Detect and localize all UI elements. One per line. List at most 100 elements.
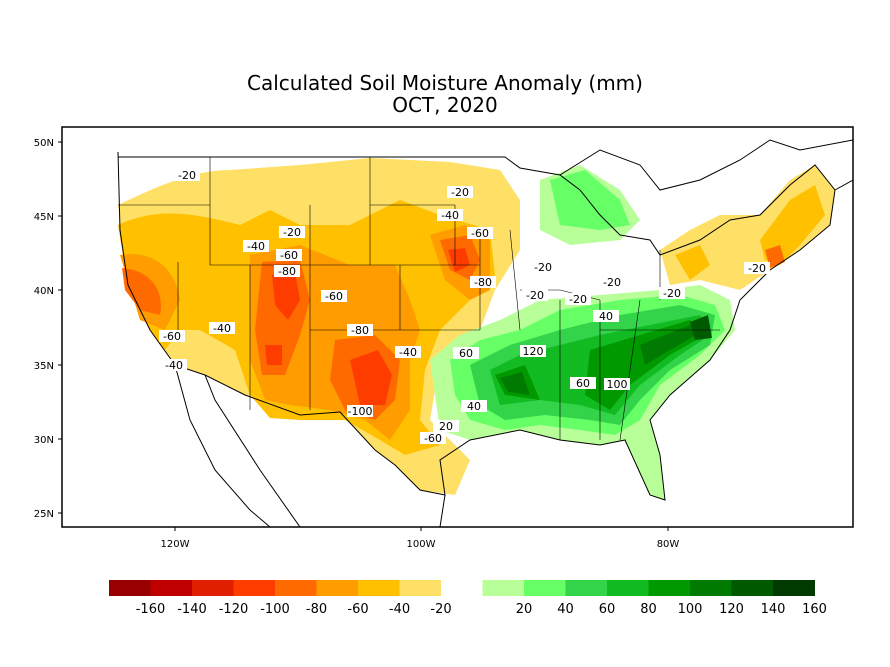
lat-tick-label: 45N	[34, 212, 54, 223]
legend-swatch	[192, 580, 234, 596]
lon-tick-label: 80W	[657, 539, 680, 550]
legend-swatch	[607, 580, 649, 596]
contour-label-bg	[437, 209, 463, 221]
contour-label-bg	[395, 346, 421, 358]
legend-label: -160	[136, 602, 166, 617]
legend-swatch	[648, 580, 691, 596]
contour-label: -40	[441, 209, 459, 222]
lat-tick-label: 30N	[34, 435, 54, 446]
legend-swatch	[358, 580, 400, 596]
contour-label-bg	[174, 169, 200, 181]
contour-label-bg	[530, 261, 556, 273]
legend-swatch	[150, 580, 193, 596]
chart-title: Calculated Soil Moisture Anomaly (mm)	[247, 71, 643, 95]
contour-label-bg	[347, 324, 373, 336]
legend-swatch	[773, 580, 815, 596]
contour-label: 120	[523, 345, 544, 358]
contour-label: -40	[247, 240, 265, 253]
contour-label: -20	[283, 226, 301, 239]
contour-label: 40	[467, 400, 481, 413]
contour-label-bg	[433, 420, 459, 432]
legend-label: -120	[219, 602, 249, 617]
legend-label: -100	[260, 602, 290, 617]
legend-label: 140	[761, 602, 786, 617]
contour-label: -60	[471, 227, 489, 240]
lat-tick-label: 35N	[34, 361, 54, 372]
contour-label: -20	[178, 169, 196, 182]
contour-label: -20	[603, 276, 621, 289]
legend-label: 20	[516, 602, 533, 617]
contour-label-bg	[604, 378, 630, 390]
contour-label-bg	[321, 290, 347, 302]
contour-label-bg	[243, 240, 269, 252]
mexico-coast	[174, 364, 446, 527]
legend-label: 80	[640, 602, 657, 617]
contour-label-bg	[570, 377, 596, 389]
map-area	[117, 139, 853, 527]
anomaly-region-neg100	[265, 248, 470, 405]
contour-label: -60	[280, 249, 298, 262]
contour-label-bg	[161, 359, 187, 371]
contour-label: 20	[439, 420, 453, 433]
contour-label: -20	[526, 289, 544, 302]
contour-label: 40	[599, 310, 613, 323]
legend-label: -140	[177, 602, 207, 617]
legend-label: -60	[347, 602, 368, 617]
legend-swatch	[109, 580, 151, 596]
anomaly-region-pos140	[690, 315, 712, 340]
chart-subtitle: OCT, 2020	[392, 93, 498, 117]
contour-label-bg	[659, 287, 685, 299]
contour-label-bg	[453, 347, 479, 359]
contour-label: -80	[474, 276, 492, 289]
contour-label: -20	[534, 261, 552, 274]
contour-label: -40	[213, 322, 231, 335]
contour-label: -20	[748, 262, 766, 275]
map-frame	[61, 126, 854, 528]
legend-swatch	[565, 580, 608, 596]
legend-swatch	[275, 580, 317, 596]
lat-tick-label: 40N	[34, 286, 54, 297]
contour-label-bg	[447, 186, 473, 198]
contour-label-bg	[599, 276, 625, 288]
canada-coast	[559, 139, 853, 191]
contour-label-bg	[522, 289, 548, 301]
contour-label-bg	[470, 276, 496, 288]
contour-label-bg	[593, 310, 619, 322]
contour-label: -20	[451, 186, 469, 199]
legend-swatch	[731, 580, 774, 596]
contour-label: -20	[663, 287, 681, 300]
contour-label-bg	[276, 249, 302, 261]
state-borders	[118, 157, 720, 441]
contour-label-bg	[159, 330, 185, 342]
legend-swatch	[233, 580, 276, 596]
contour-label: -80	[278, 265, 296, 278]
contour-label: -60	[424, 432, 442, 445]
contour-label-bg	[744, 262, 770, 274]
legend-label: -20	[430, 602, 451, 617]
contour-label: 60	[459, 347, 473, 360]
lat-tick-label: 25N	[34, 509, 54, 520]
lat-tick-label: 50N	[34, 138, 54, 149]
contour-label-bg	[347, 405, 373, 417]
contour-label: -80	[351, 324, 369, 337]
contour-label-bg	[279, 226, 305, 238]
contour-label: -60	[163, 330, 181, 343]
contour-label: -100	[348, 405, 373, 418]
contour-label: -60	[325, 290, 343, 303]
contour-label: -20	[569, 293, 587, 306]
axes: 50N 45N 40N 35N 30N 25N 120W 100W 80W	[34, 138, 680, 550]
contour-label-bg	[520, 345, 546, 357]
contour-label-bg	[274, 265, 300, 277]
contour-label: 100	[607, 378, 628, 391]
anomaly-region-neg60	[120, 225, 490, 440]
anomaly-region-pos120	[500, 325, 705, 395]
contour-label: 60	[576, 377, 590, 390]
color-legend: -160 -140 -120 -100 -80 -60 -40 -20 20 40 60 80 100 1…	[109, 580, 827, 617]
legend-label: -80	[306, 602, 327, 617]
legend-swatch	[316, 580, 359, 596]
lon-tick-label: 120W	[161, 539, 190, 550]
contour-label-bg	[420, 432, 446, 444]
contour-label: -40	[399, 346, 417, 359]
legend-swatch	[524, 580, 566, 596]
